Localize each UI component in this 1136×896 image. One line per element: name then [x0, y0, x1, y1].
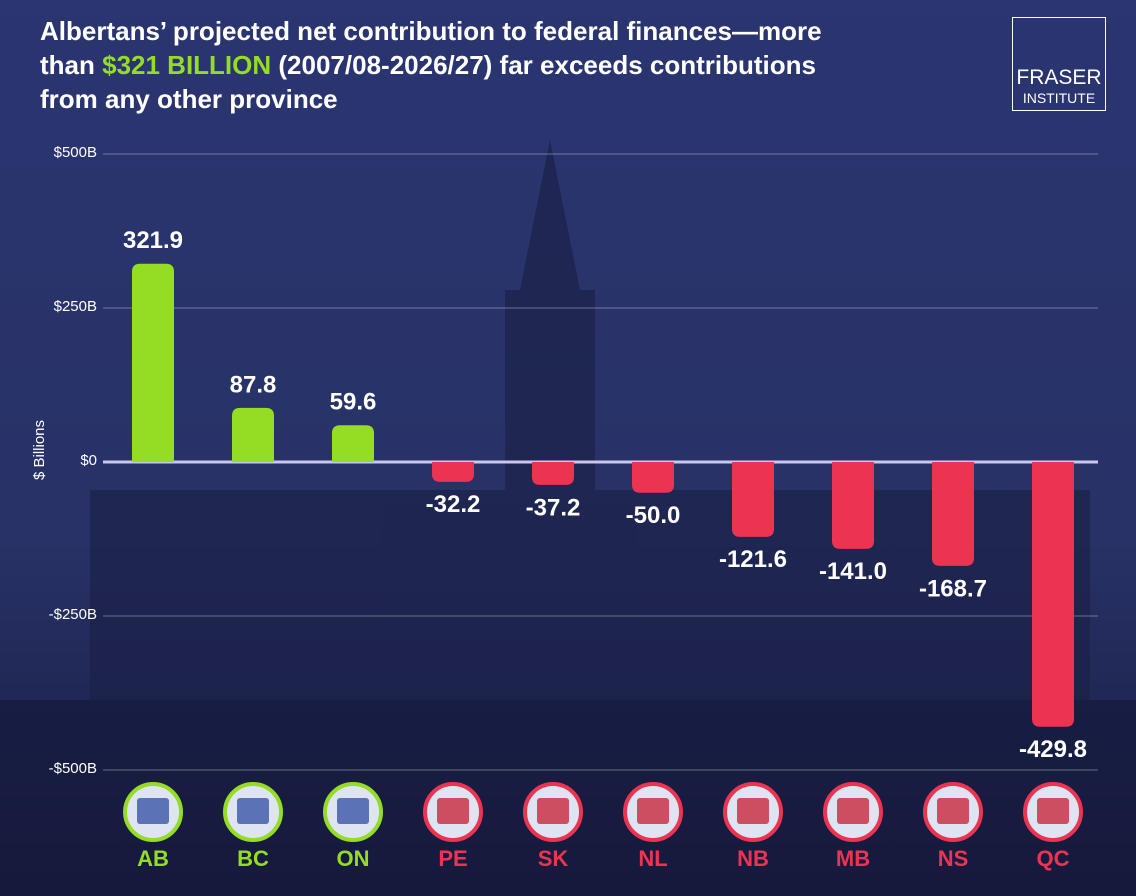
x-tick-label: SK — [538, 846, 569, 871]
value-label: -50.0 — [626, 502, 681, 529]
x-tick-label: NB — [737, 846, 769, 871]
bar — [932, 462, 974, 566]
y-tick-label: -$250B — [49, 606, 97, 623]
flag-emblem — [737, 798, 769, 824]
x-tick-label: ON — [337, 846, 370, 871]
bar — [632, 462, 674, 493]
bar — [832, 462, 874, 549]
value-label: 87.8 — [230, 371, 277, 398]
logo-line: FRASER — [1016, 66, 1102, 89]
bar — [232, 407, 274, 462]
flag-emblem — [537, 798, 569, 824]
flag-emblem — [837, 798, 869, 824]
title-highlight: $321 BILLION — [102, 50, 272, 80]
bar — [432, 462, 474, 482]
y-tick-label: $500B — [54, 144, 97, 161]
x-tick-label: MB — [836, 846, 870, 871]
chart-title: Albertans’ projected net contribution to… — [40, 14, 840, 116]
value-label: -168.7 — [919, 575, 987, 602]
flag-emblem — [637, 798, 669, 824]
x-tick-label: PE — [438, 846, 467, 871]
logo-line: INSTITUTE — [1022, 90, 1096, 106]
value-label: -121.6 — [719, 546, 787, 573]
x-tick-label: QC — [1037, 846, 1070, 871]
bar — [732, 462, 774, 537]
title-part: Albertans’ projected net contribution to… — [40, 16, 822, 80]
flag-emblem — [337, 798, 369, 824]
y-tick-label: $0 — [80, 452, 97, 469]
value-label: -429.8 — [1019, 736, 1087, 763]
y-axis-label: $ Billions — [31, 420, 48, 480]
bar — [1032, 462, 1074, 727]
logo: FRASER INSTITUTE — [1012, 17, 1106, 111]
x-tick-label: NL — [638, 846, 667, 871]
y-tick-label: -$500B — [49, 760, 97, 777]
y-tick-label: $250B — [54, 298, 97, 315]
value-label: -32.2 — [426, 491, 481, 518]
value-label: 59.6 — [330, 389, 377, 416]
x-tick-label: AB — [137, 846, 169, 871]
x-tick-label: NS — [938, 846, 969, 871]
flag-emblem — [137, 798, 169, 824]
x-tick-label: BC — [237, 846, 269, 871]
value-label: -37.2 — [526, 494, 581, 521]
value-label: -141.0 — [819, 558, 887, 585]
title-part: (2007/08-2026/27) far exceeds contributi… — [40, 50, 816, 114]
value-label: 321.9 — [123, 227, 183, 254]
bar — [532, 462, 574, 485]
bar — [332, 425, 374, 462]
flag-emblem — [437, 798, 469, 824]
flag-emblem — [937, 798, 969, 824]
flag-emblem — [1037, 798, 1069, 824]
bar — [132, 263, 174, 462]
flag-emblem — [237, 798, 269, 824]
